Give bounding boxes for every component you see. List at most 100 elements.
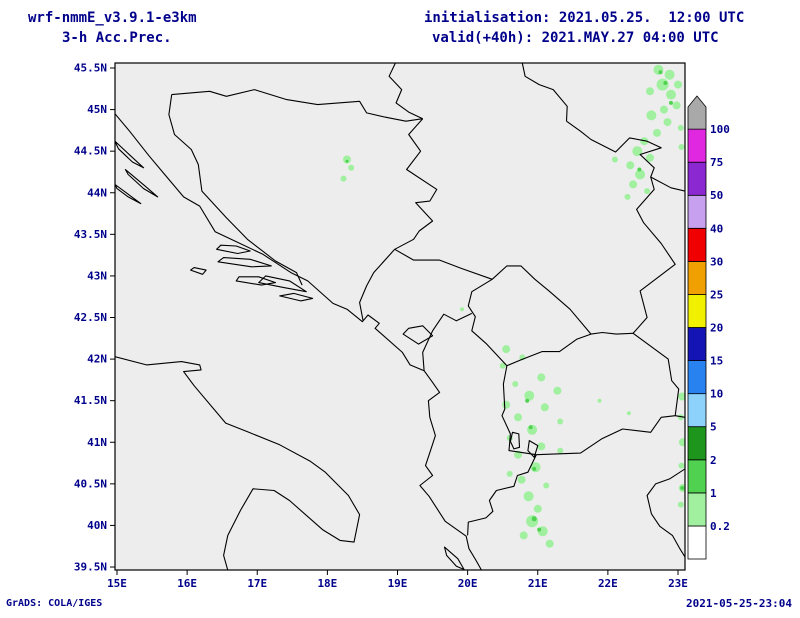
legend-segment [687,327,707,361]
map-background [115,63,685,570]
precip-cell-medium [658,70,663,75]
border-croatia-serbia-danube [388,63,423,120]
precip-cell-light [540,403,549,412]
precip-cell-light [512,381,519,387]
precip-cell-light [545,539,554,548]
precip-cell-light [537,442,546,451]
precip-cell-light [646,87,654,96]
precip-cell-light [611,156,618,163]
coast-thermaic-gulf [646,468,685,558]
map-layer [115,63,685,570]
precip-cell-light [523,491,534,502]
lat-tick-label: 43.5N [74,228,107,241]
creation-timestamp: 2021-05-25-23:04 [686,597,792,610]
lon-tick-label: 22E [598,577,618,590]
peninsula-peljesac [258,275,307,293]
precip-cell-medium [669,100,673,105]
precip-cell-light [343,155,351,164]
lake-prespa [527,440,539,458]
border-sava [171,89,423,122]
precip-cell-light [519,531,528,540]
precip-cell-medium [345,159,349,163]
lat-tick-label: 41.5N [74,394,107,407]
legend-label: 15 [710,355,723,368]
lake-skadar [402,325,434,345]
precip-cell-light [677,414,684,421]
precip-cell-light [656,78,669,91]
precip-cell-light [502,400,511,409]
product-name: 3-h Acc.Prec. [62,30,172,46]
border-montenegro-serbia-kosovo [394,248,508,367]
precip-cell-medium [680,486,685,490]
precip-cell-light [653,128,661,137]
legend-segment-over-100 [687,95,707,130]
precip-cell-light [517,475,526,484]
precip-cell-light [660,105,668,114]
precip-cell-medium [531,516,537,522]
legend-label: 40 [710,222,723,235]
precip-cell-light [524,390,535,401]
precip-cell-light [663,118,672,127]
precip-cell-light [677,501,684,508]
lon-tick-label: 18E [317,577,337,590]
border-bosnia-montenegro [359,248,396,321]
lon-tick-label: 16E [177,577,197,590]
island-zadar-chain [124,168,159,198]
border-albania-macedonia [501,365,537,456]
lon-tick-label: 20E [458,577,478,590]
legend-segment [687,128,707,163]
lake-ohrid [509,431,521,450]
legend-segment [687,459,707,494]
lat-tick-label: 45.5N [74,62,107,75]
map-frame [114,62,686,571]
precip-cell-light [597,398,602,403]
lon-tick-label: 15E [107,577,127,590]
legend-label: 100 [710,123,730,136]
legend-segment [687,492,707,527]
precip-cell-light [460,307,464,312]
precip-cell-light [626,411,631,416]
precip-cell-medium [525,398,530,403]
legend-segment [687,525,707,560]
precip-cell-light [666,89,676,100]
legend-label: 75 [710,156,723,169]
lon-tick-label: 21E [528,577,548,590]
precip-cell-light [526,515,539,528]
lat-tick-label: 45N [87,103,107,116]
precip-cell-light [678,144,685,150]
precip-cell-light [678,392,685,401]
legend-label: 25 [710,288,723,301]
precip-cell-medium [528,425,533,430]
precip-cell-medium [532,466,537,471]
island-brac [216,244,251,255]
lat-tick-label: 42.5N [74,311,107,324]
border-kosovo-serbia [491,265,592,335]
precip-cell-light [646,110,657,121]
lat-tick-label: 42N [87,353,107,366]
precip-cell-medium [663,81,668,85]
precip-cell-light [502,345,511,354]
legend-segment [687,360,707,395]
border-macedonia-north [506,331,634,367]
precip-cell-light [632,146,643,157]
island-corfu [443,546,465,570]
precip-cell-light [557,418,564,425]
legend-label: 0.2 [710,520,730,533]
precip-cell-light [672,101,681,110]
precip-cell-light [340,175,347,182]
lon-tick-label: 19E [388,577,408,590]
legend-segment [687,393,707,428]
precip-cell-light [646,153,654,162]
valid-time-label: valid(+40h): 2021.MAY.27 04:00 UTC [432,30,719,46]
lat-tick-label: 44N [87,186,107,199]
precip-cell-light [678,438,685,447]
lon-tick-label: 23E [668,577,688,590]
lat-tick-label: 41N [87,436,107,449]
precip-cell-light [514,413,523,422]
model-name: wrf-nmmE_v3.9.1-e3km [28,10,197,26]
legend-label: 50 [710,189,723,202]
grads-credit: GrADS: COLA/IGES [6,598,103,609]
init-time-label: initialisation: 2021.05.25. 12:00 UTC [424,10,745,26]
precip-cell-light [543,482,550,489]
